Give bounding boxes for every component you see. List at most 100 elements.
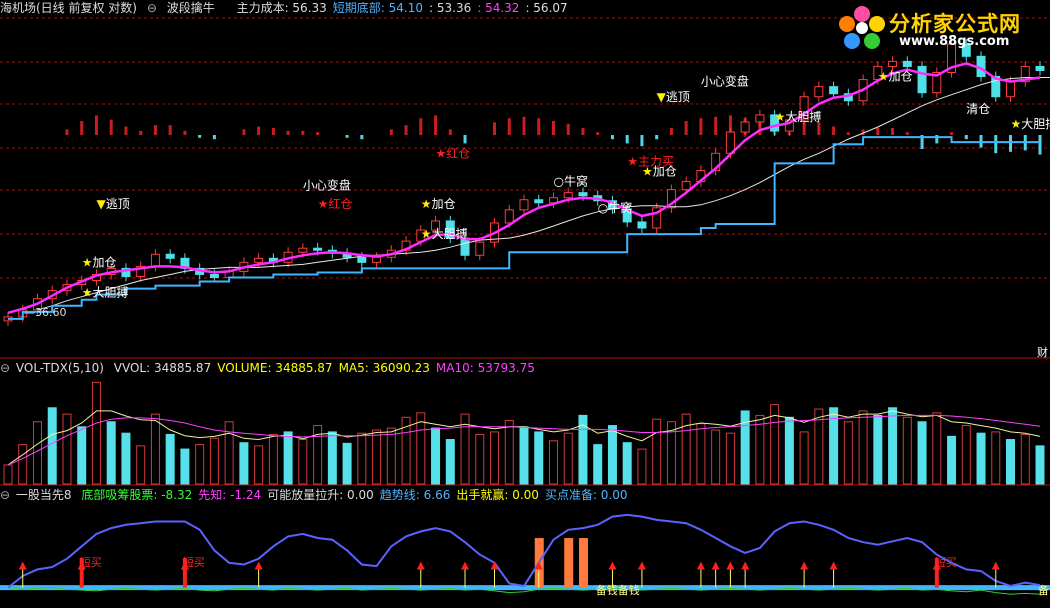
candle-body [711,152,721,171]
volume-bar [681,413,691,485]
candle-body [1006,81,1016,98]
candle-body [578,192,588,197]
volume-bar [490,431,500,485]
buy-arrow-head [416,561,425,570]
price-annotation: ★加仓 [82,255,117,269]
volume-panel-header: ⊖ VOL-TDX(5,10) VVOL: 34885.87 VOLUME: 34… [0,360,547,376]
volume-bar [136,445,146,485]
buy-arrow-head [711,561,720,570]
volume-bar [519,426,529,485]
candle-body [165,253,175,259]
buy-arrow-head [741,561,750,570]
price-value-item: : 56.07 [525,1,568,15]
volume-bar [563,432,573,485]
volume-value-item: MA10: 53793.75 [435,361,535,375]
volume-bar [504,419,514,485]
candle-body [209,273,219,278]
candle-body [991,76,1001,98]
oscillator-indicator-name[interactable]: 一股当先8 [15,488,72,502]
volume-bar [843,421,853,485]
stock-title: 海机场(日线 前复权 对数) [0,1,137,15]
volume-bar [386,427,396,485]
candle-body [1035,65,1045,71]
volume-bar [961,425,971,485]
volume-bar [165,433,175,485]
volume-bar [858,410,868,485]
volume-bar [917,421,927,485]
volume-bar [607,425,617,485]
buy-arrow-head [254,561,263,570]
volume-bar [298,439,308,485]
price-annotation: ★大胆搏 [82,286,129,300]
price-value-item: : 54.32 [477,1,520,15]
candle-body [917,65,927,94]
volume-bar [1035,445,1045,485]
volume-bar [534,431,544,485]
buy-arrow-head [490,561,499,570]
price-value-item: 短期底部: 54.10 [332,1,423,15]
orange-signal-bar [564,538,574,588]
price-annotation: ★加仓 [878,70,913,84]
candle-body [784,119,794,132]
candle-body [519,199,529,211]
volume-bar [725,432,735,485]
circle-icon[interactable]: ⊖ [0,488,11,502]
indicator-name[interactable]: 波段擒牛 [166,1,215,15]
finance-badge[interactable]: 财 [1037,346,1048,359]
volume-bar [106,421,116,485]
oscillator-panel-header: ⊖ 一股当先8 底部吸筹股票: -8.32 先知: -1.24 可能放量拉升: 0.… [0,487,640,503]
candle-body [431,220,441,231]
volume-bar [47,407,57,485]
candle-body [829,86,839,95]
volume-bar [696,423,706,485]
short-bottom-line [8,136,1040,320]
volume-bar [372,429,382,485]
volume-bar [829,407,839,485]
candle-body [681,181,691,191]
volume-bar [283,431,293,485]
buy-arrow-head [637,561,646,570]
volume-bar [873,414,883,485]
candle-body [357,256,367,263]
volume-bar [622,442,632,485]
price-annotation: ○牛窝 [553,174,588,189]
volume-bar [342,442,352,485]
circle-icon[interactable]: ⊖ [146,1,157,15]
oscillator-value-item: 可能放量拉升: 0.00 [267,488,374,502]
volume-ma10-line [7,414,1041,466]
volume-bar [814,408,824,485]
volume-bar [327,431,337,485]
price-annotation: ★大胆搏 [775,110,822,124]
volume-bar [224,421,234,485]
oscillator-green-line [7,587,1041,595]
candle-body [563,192,573,199]
price-indicator-values: 主力成本: 56.33 短期底部: 54.10: 53.36: 54.32: 56… [237,1,574,15]
flower-logo-icon [839,6,885,49]
volume-bar [932,412,942,485]
buy-arrow-head [696,561,705,570]
volume-bar [784,416,794,485]
volume-bar [902,416,912,485]
buy-arrow-head [800,561,809,570]
volume-bar [150,413,160,485]
volume-bar [652,418,662,485]
price-annotation: ○牛窝 [598,200,633,215]
volume-bar [18,444,28,485]
short-buy-label: 短买 [935,555,957,569]
buy-arrow-head [461,561,470,570]
volume-value-item: VOLUME: 34885.87 [217,361,333,375]
volume-ma5-line [7,410,1041,466]
ma-white-line [37,77,1050,311]
candle-body [652,207,662,229]
volume-bar [121,432,131,485]
oscillator-value-item: 底部吸筹股票: -8.32 [81,488,193,502]
price-panel-header: 海机场(日线 前复权 对数) ⊖ 波段擒牛 主力成本: 56.33 短期底部: 5… [0,0,580,16]
circle-icon[interactable]: ⊖ [0,361,11,375]
oscillator-blue-line [7,513,1041,589]
volume-bar [209,437,219,485]
volume-bar [357,432,367,485]
volume-bar [991,431,1001,485]
price-annotation: ▼逃顶 [96,197,129,211]
volume-indicator-name[interactable]: VOL-TDX(5,10) [15,361,104,375]
candle-body [150,253,160,267]
